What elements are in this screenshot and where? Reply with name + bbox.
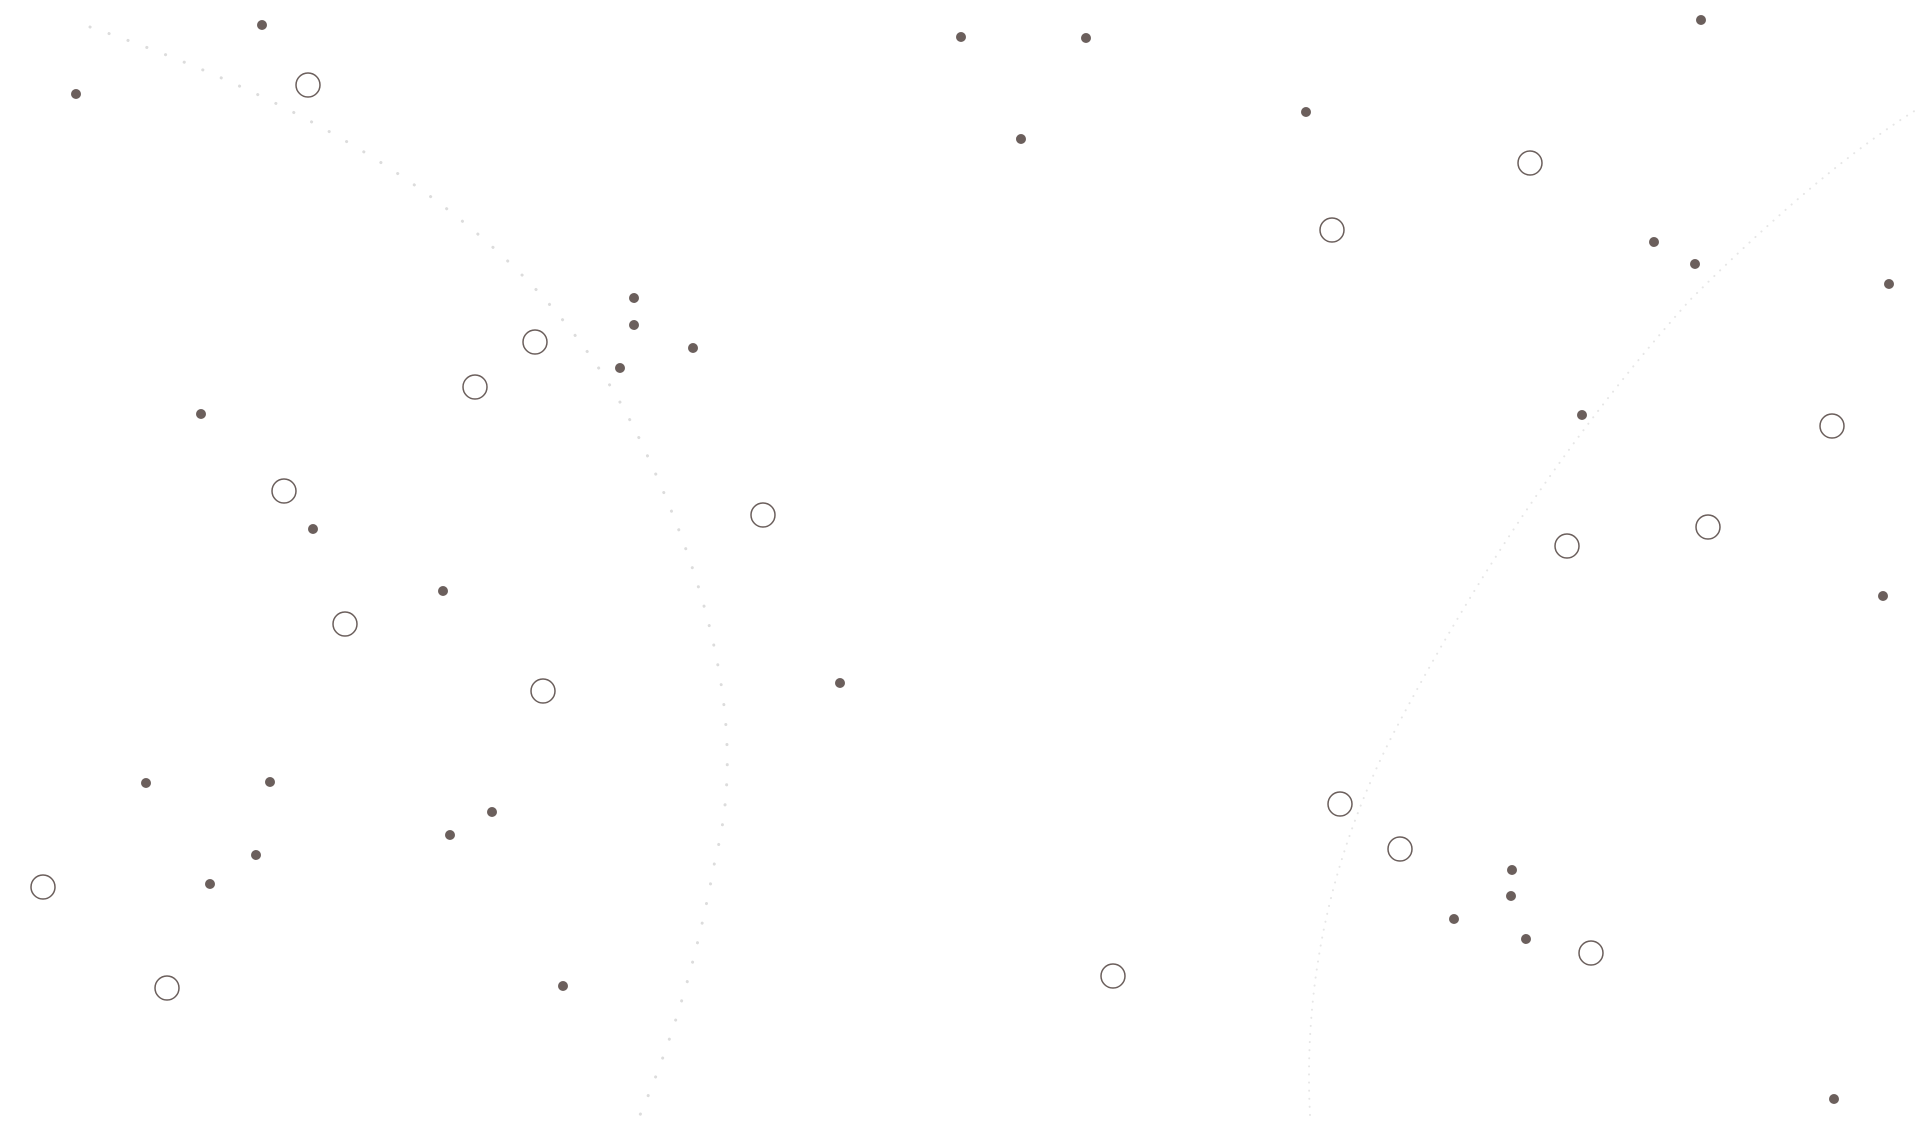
filled-dot bbox=[1016, 134, 1026, 144]
filled-dot bbox=[1081, 33, 1091, 43]
filled-dot bbox=[1884, 279, 1894, 289]
filled-dot bbox=[1577, 410, 1587, 420]
filled-dot bbox=[251, 850, 261, 860]
filled-dot bbox=[1301, 107, 1311, 117]
hollow-circle bbox=[1554, 533, 1580, 559]
filled-dot bbox=[71, 89, 81, 99]
filled-dot bbox=[1449, 914, 1459, 924]
filled-dot bbox=[1521, 934, 1531, 944]
filled-dots-layer bbox=[71, 15, 1894, 1104]
hollow-circle bbox=[750, 502, 776, 528]
filled-dot bbox=[1829, 1094, 1839, 1104]
hollow-circle bbox=[1100, 963, 1126, 989]
filled-dot bbox=[445, 830, 455, 840]
hollow-circle bbox=[1819, 413, 1845, 439]
filled-dot bbox=[688, 343, 698, 353]
filled-dot bbox=[1506, 891, 1516, 901]
hollow-circle bbox=[1695, 514, 1721, 540]
hollow-circle bbox=[522, 329, 548, 355]
hollow-circle bbox=[1319, 217, 1345, 243]
hollow-circle bbox=[1517, 150, 1543, 176]
decorative-arcs bbox=[88, 25, 1916, 1117]
filled-dot bbox=[196, 409, 206, 419]
filled-dot bbox=[835, 678, 845, 688]
filled-dot bbox=[257, 20, 267, 30]
filled-dot bbox=[1878, 591, 1888, 601]
filled-dot bbox=[308, 524, 318, 534]
hollow-circle bbox=[271, 478, 297, 504]
hollow-circles-layer bbox=[30, 72, 1845, 1001]
filled-dot bbox=[265, 777, 275, 787]
filled-dot bbox=[615, 363, 625, 373]
hollow-circle bbox=[530, 678, 556, 704]
hollow-circle bbox=[1578, 940, 1604, 966]
hollow-circle bbox=[154, 975, 180, 1001]
filled-dot bbox=[1690, 259, 1700, 269]
filled-dot bbox=[558, 981, 568, 991]
hollow-circle bbox=[30, 874, 56, 900]
filled-dot bbox=[1649, 237, 1659, 247]
filled-dot bbox=[629, 320, 639, 330]
hollow-circle bbox=[462, 374, 488, 400]
filled-dot bbox=[1507, 865, 1517, 875]
hollow-circle bbox=[332, 611, 358, 637]
hollow-circle bbox=[1327, 791, 1353, 817]
filled-dot bbox=[629, 293, 639, 303]
left-dotted-arc bbox=[88, 25, 729, 1117]
filled-dot bbox=[205, 879, 215, 889]
filled-dot bbox=[1696, 15, 1706, 25]
filled-dot bbox=[956, 32, 966, 42]
filled-dot bbox=[438, 586, 448, 596]
right-dotted-arc bbox=[1308, 109, 1916, 1116]
hollow-circle bbox=[1387, 836, 1413, 862]
filled-dot bbox=[141, 778, 151, 788]
hollow-circle bbox=[295, 72, 321, 98]
filled-dot bbox=[487, 807, 497, 817]
